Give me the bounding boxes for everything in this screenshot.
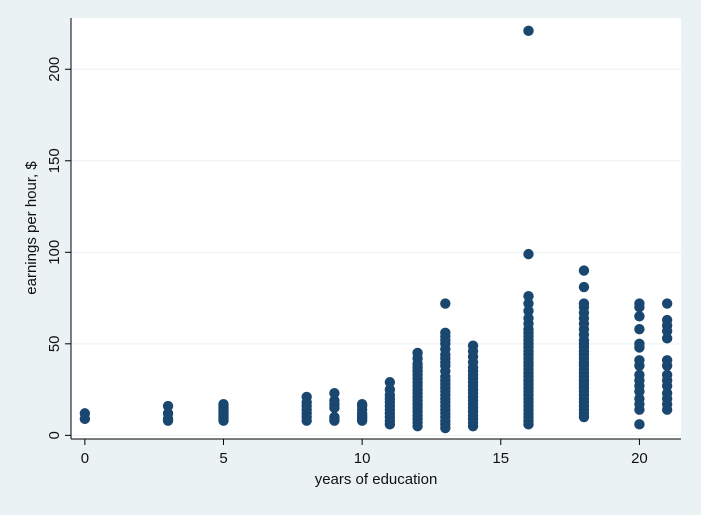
data-point [356,399,368,410]
data-point [634,311,645,322]
data-point [329,411,340,423]
data-point [634,298,645,309]
x-tick-label-15: 15 [492,450,509,467]
y-axis-label: earnings per hour, $ [23,161,40,295]
x-axis-label: years of education [315,471,438,488]
data-point [661,298,673,309]
data-point [523,312,534,324]
data-point [523,305,534,317]
data-point [578,298,590,309]
data-point [384,384,396,395]
data-point [578,281,590,293]
data-point [661,314,673,326]
x-tick-label-10: 10 [354,450,371,467]
data-point [329,395,340,406]
data-point [634,338,645,350]
data-point [384,377,396,388]
data-point [634,323,645,335]
data-point [661,333,673,344]
data-point [634,419,645,430]
data-point [661,369,673,381]
data-point [634,369,645,381]
x-tick-label-5: 5 [219,450,227,467]
data-point [218,399,229,410]
x-tick-label-20: 20 [631,450,648,467]
data-point [412,347,423,359]
y-axis-ticks: 0 50 100 150 200 [46,57,71,440]
y-tick-label-200: 200 [46,57,63,82]
data-point [301,391,312,403]
y-tick-label-150: 150 [46,148,63,173]
data-point [578,265,590,276]
plot-area [71,18,681,439]
y-tick-label-0: 0 [46,431,63,439]
y-tick-label-100: 100 [46,240,63,265]
data-point [523,291,534,302]
data-point [329,388,340,399]
data-point [440,298,451,309]
data-point [79,408,91,419]
data-point [634,355,645,366]
y-tick-label-50: 50 [46,335,63,352]
x-axis-ticks: 0 5 10 15 20 [81,439,648,467]
data-point [162,400,174,412]
data-point [162,408,174,419]
data-point [523,298,534,309]
data-points [79,25,673,434]
data-point [467,340,479,351]
data-point [661,355,673,366]
data-point [440,327,451,339]
data-point [523,248,534,260]
data-point [661,388,673,399]
data-point [523,25,534,37]
data-point [634,393,645,404]
x-tick-label-0: 0 [81,450,89,467]
